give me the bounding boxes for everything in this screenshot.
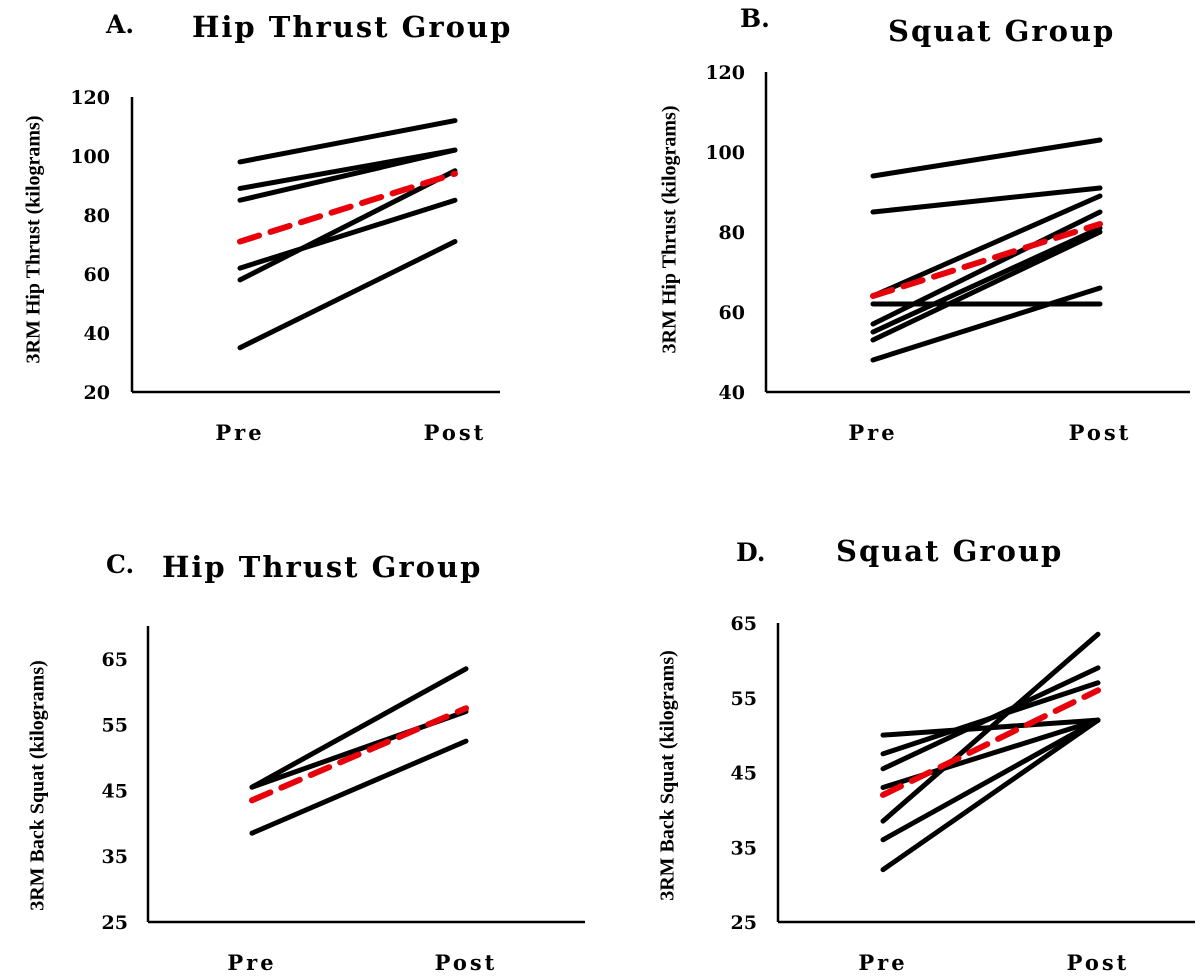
x-tick-label: Pre xyxy=(858,950,907,975)
participant-series-line xyxy=(870,209,1103,327)
participant-series-line xyxy=(870,193,1103,299)
y-tick-label: 65 xyxy=(731,613,757,635)
participant-series-line xyxy=(880,717,1101,873)
mean-series-line xyxy=(249,705,469,804)
chart-title: Hip Thrust Group xyxy=(162,550,483,584)
panel-letter: D. xyxy=(736,538,766,567)
y-tick-label: 25 xyxy=(102,912,128,934)
participant-series-line xyxy=(870,285,1103,363)
y-tick-label: 35 xyxy=(731,837,757,859)
chart-title: Squat Group xyxy=(888,14,1116,48)
y-tick-label: 40 xyxy=(84,323,110,345)
chart-panel-c: C. Hip Thrust Group 3RM Back Squat (kilo… xyxy=(0,490,600,976)
y-tick-label: 80 xyxy=(719,222,745,244)
chart-panel-d: D. Squat Group 3RM Back Squat (kilograms… xyxy=(600,490,1203,976)
x-tick-label: Pre xyxy=(848,420,897,445)
y-tick-label: 60 xyxy=(84,264,110,286)
y-tick-label: 40 xyxy=(719,382,745,404)
y-tick-label: 20 xyxy=(84,382,110,404)
participant-series-line xyxy=(237,147,458,203)
participant-series-line xyxy=(880,717,1101,843)
participant-series-line xyxy=(880,631,1101,824)
mean-series-line xyxy=(870,221,1103,299)
participant-series-line xyxy=(249,738,469,836)
panel-letter: C. xyxy=(106,550,135,579)
participant-series-line xyxy=(880,665,1101,772)
y-tick-label: 55 xyxy=(731,688,757,710)
x-tick-label: Post xyxy=(424,420,487,445)
y-tick-label: 45 xyxy=(731,763,757,785)
y-tick-label: 120 xyxy=(705,62,745,84)
y-tick-label: 80 xyxy=(84,205,110,227)
x-tick-label: Pre xyxy=(227,950,276,975)
y-tick-label: 35 xyxy=(102,846,128,868)
y-tick-label: 55 xyxy=(102,715,128,737)
mean-series-line xyxy=(880,687,1101,798)
chart-title: Hip Thrust Group xyxy=(192,10,513,44)
participant-series-line xyxy=(870,137,1103,179)
chart-panel-a: A. Hip Thrust Group 3RM Hip Thrust (kilo… xyxy=(0,0,600,470)
participant-series-line xyxy=(870,225,1103,335)
chart-title: Squat Group xyxy=(836,534,1064,568)
y-tick-label: 45 xyxy=(102,780,128,802)
y-tick-label: 25 xyxy=(731,912,757,934)
chart-plot: 25 35 45 55 65 Pre Post xyxy=(731,613,1195,975)
x-tick-label: Post xyxy=(1067,950,1130,975)
y-tick-label: 100 xyxy=(70,146,110,168)
panel-letter: B. xyxy=(740,4,770,33)
x-tick-label: Post xyxy=(435,950,498,975)
chart-plot: 20 40 60 80 100 120 Pre Post xyxy=(70,87,500,445)
participant-series-line xyxy=(237,168,458,283)
x-tick-label: Pre xyxy=(215,420,264,445)
participant-series-line xyxy=(249,666,469,790)
panel-letter: A. xyxy=(106,10,135,39)
y-tick-label: 120 xyxy=(70,87,110,109)
participant-series-line xyxy=(237,239,458,351)
participant-series-line xyxy=(870,229,1103,343)
y-tick-label: 60 xyxy=(719,302,745,324)
participant-series-line xyxy=(237,197,458,271)
chart-plot: 40 60 80 100 120 Pre Post xyxy=(705,62,1190,445)
mean-series-line xyxy=(237,170,458,245)
participant-series-line xyxy=(237,118,458,165)
y-tick-label: 65 xyxy=(102,649,128,671)
x-tick-label: Post xyxy=(1069,420,1132,445)
chart-panel-b: B. Squat Group 3RM Hip Thrust (kilograms… xyxy=(600,0,1203,470)
participant-series-line xyxy=(870,185,1103,215)
chart-plot: 25 35 45 55 65 Pre Post xyxy=(102,626,585,975)
y-tick-label: 100 xyxy=(705,142,745,164)
